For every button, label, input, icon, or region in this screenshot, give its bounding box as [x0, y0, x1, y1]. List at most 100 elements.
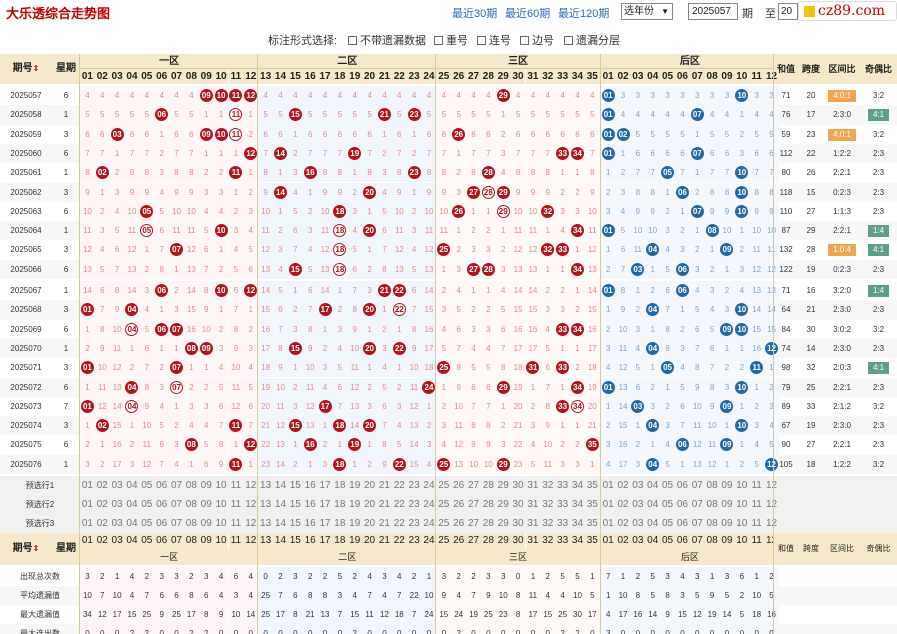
preselect-number[interactable]: 12	[245, 499, 257, 510]
preselect-number[interactable]: 13	[260, 499, 272, 510]
checkbox-icon[interactable]	[348, 36, 357, 45]
recent-60-link[interactable]: 最近60期	[505, 8, 551, 20]
preselect-number[interactable]: 03	[632, 480, 644, 491]
preselect-number[interactable]: 34	[571, 480, 584, 491]
preselect-number[interactable]: 08	[185, 518, 197, 529]
preselect-number[interactable]: 25	[438, 499, 450, 510]
preselect-number[interactable]: 12	[765, 518, 778, 529]
preselect-number[interactable]: 32	[542, 480, 554, 491]
sort-icon[interactable]: ⇕	[32, 64, 40, 73]
preselect-number[interactable]: 34	[571, 499, 584, 510]
preselect-number[interactable]: 23	[408, 518, 420, 529]
preselect-number[interactable]: 25	[438, 480, 450, 491]
checkbox-icon[interactable]	[477, 36, 486, 45]
preselect-number[interactable]: 18	[334, 518, 346, 529]
preselect-number[interactable]: 10	[215, 518, 227, 529]
preselect-number[interactable]: 19	[349, 518, 361, 529]
preselect-number[interactable]: 33	[557, 480, 569, 491]
preselect-number[interactable]: 09	[721, 499, 733, 510]
preselect-number[interactable]: 21	[378, 499, 390, 510]
preselect-number[interactable]: 18	[334, 480, 346, 491]
preselect-number[interactable]: 13	[260, 480, 272, 491]
preselect-number[interactable]: 30	[512, 480, 524, 491]
preselect-number[interactable]: 02	[96, 518, 108, 529]
preselect-number[interactable]: 13	[260, 518, 272, 529]
option-consecutive[interactable]: 连号	[477, 32, 511, 48]
preselect-number[interactable]: 33	[557, 518, 569, 529]
preselect-number[interactable]: 09	[721, 480, 733, 491]
recent-30-link[interactable]: 最近30期	[452, 8, 498, 20]
period-header[interactable]: 期号⇕	[0, 54, 52, 84]
preselect-number[interactable]: 23	[408, 480, 420, 491]
preselect-number[interactable]: 18	[334, 499, 346, 510]
preselect-number[interactable]: 19	[349, 480, 361, 491]
preselect-number[interactable]: 04	[647, 480, 659, 491]
preselect-number[interactable]: 20	[364, 518, 376, 529]
preselect-number[interactable]: 30	[512, 518, 524, 529]
preselect-number[interactable]: 14	[274, 499, 287, 510]
preselect-number[interactable]: 23	[408, 499, 420, 510]
year-select[interactable]: 选年份 ▼	[621, 3, 673, 20]
preselect-number[interactable]: 19	[349, 499, 361, 510]
preselect-number[interactable]: 05	[141, 480, 153, 491]
issue-from-input[interactable]: 2025057	[688, 3, 738, 20]
preselect-number[interactable]: 03	[111, 518, 123, 529]
preselect-number[interactable]: 21	[378, 480, 390, 491]
preselect-number[interactable]: 03	[111, 499, 123, 510]
recent-120-link[interactable]: 最近120期	[558, 8, 610, 20]
preselect-number[interactable]: 14	[274, 480, 287, 491]
preselect-number[interactable]: 06	[156, 518, 168, 529]
preselect-number[interactable]: 02	[617, 480, 629, 491]
preselect-number[interactable]: 22	[393, 499, 405, 510]
preselect-number[interactable]: 03	[632, 518, 644, 529]
preselect-number[interactable]: 09	[200, 480, 212, 491]
preselect-number[interactable]: 11	[230, 480, 242, 491]
preselect-number[interactable]: 20	[364, 499, 376, 510]
preselect-number[interactable]: 26	[453, 499, 465, 510]
preselect-number[interactable]: 10	[736, 499, 748, 510]
option-no-missing[interactable]: 不带遗漏数据	[348, 32, 426, 48]
preselect-number[interactable]: 29	[497, 499, 509, 510]
preselect-number[interactable]: 09	[200, 518, 212, 529]
preselect-number[interactable]: 05	[662, 480, 674, 491]
preselect-number[interactable]: 12	[765, 480, 778, 491]
preselect-number[interactable]: 17	[319, 480, 331, 491]
preselect-number[interactable]: 12	[245, 518, 257, 529]
preselect-number[interactable]: 07	[170, 480, 183, 491]
checkbox-icon[interactable]	[520, 36, 529, 45]
checkbox-icon[interactable]	[564, 36, 573, 45]
preselect-number[interactable]: 10	[736, 480, 748, 491]
preselect-number[interactable]: 31	[527, 499, 539, 510]
preselect-number[interactable]: 22	[393, 480, 405, 491]
option-edge[interactable]: 边号	[520, 32, 554, 48]
preselect-number[interactable]: 20	[364, 480, 376, 491]
preselect-number[interactable]: 10	[215, 499, 227, 510]
preselect-number[interactable]: 06	[676, 499, 688, 510]
preselect-number[interactable]: 12	[765, 499, 778, 510]
preselect-number[interactable]: 31	[527, 518, 539, 529]
preselect-number[interactable]: 01	[602, 499, 614, 510]
preselect-number[interactable]: 05	[141, 499, 153, 510]
preselect-number[interactable]: 16	[304, 499, 316, 510]
preselect-number[interactable]: 25	[438, 518, 450, 529]
preselect-number[interactable]: 04	[126, 518, 138, 529]
preselect-number[interactable]: 07	[691, 518, 703, 529]
preselect-number[interactable]: 27	[467, 480, 480, 491]
preselect-number[interactable]: 14	[274, 518, 287, 529]
preselect-number[interactable]: 11	[751, 518, 762, 529]
preselect-number[interactable]: 28	[482, 518, 494, 529]
preselect-number[interactable]: 01	[81, 518, 93, 529]
preselect-number[interactable]: 04	[647, 499, 659, 510]
preselect-number[interactable]: 11	[230, 499, 242, 510]
preselect-number[interactable]: 06	[676, 480, 688, 491]
preselect-number[interactable]: 05	[662, 499, 674, 510]
preselect-number[interactable]: 11	[751, 499, 762, 510]
preselect-number[interactable]: 02	[96, 499, 108, 510]
preselect-number[interactable]: 04	[126, 499, 138, 510]
preselect-number[interactable]: 30	[512, 499, 524, 510]
preselect-number[interactable]: 01	[81, 480, 93, 491]
preselect-number[interactable]: 32	[542, 499, 554, 510]
preselect-number[interactable]: 04	[647, 518, 659, 529]
preselect-number[interactable]: 22	[393, 518, 405, 529]
preselect-number[interactable]: 08	[185, 480, 197, 491]
